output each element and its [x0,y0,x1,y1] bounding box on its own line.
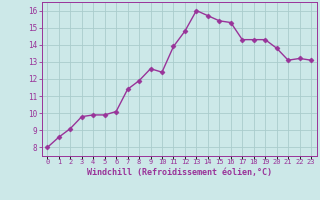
X-axis label: Windchill (Refroidissement éolien,°C): Windchill (Refroidissement éolien,°C) [87,168,272,177]
